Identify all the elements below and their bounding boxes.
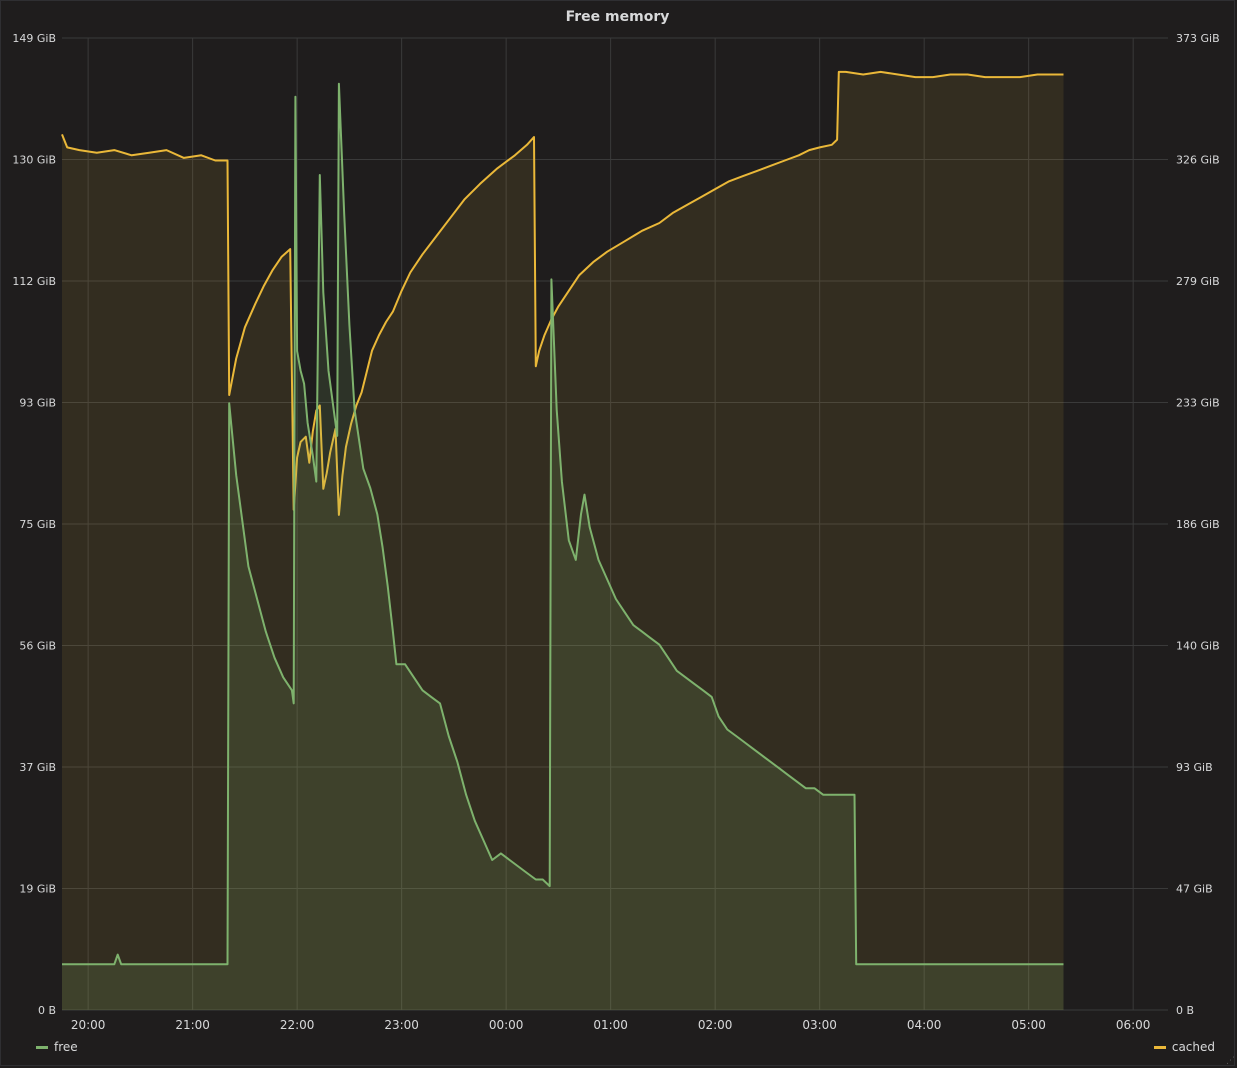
y-left-tick-label: 19 GiB — [19, 883, 56, 896]
legend-item-free[interactable]: free — [36, 1040, 78, 1054]
x-tick-label: 01:00 — [593, 1018, 628, 1032]
y-left-tick-label: 0 B — [38, 1004, 56, 1017]
legend-item-cached[interactable]: cached — [1153, 1040, 1215, 1054]
series-free-area — [62, 83, 1064, 1010]
x-tick-label: 05:00 — [1011, 1018, 1046, 1032]
y-left-tick-label: 112 GiB — [12, 275, 56, 288]
legend-swatch-free — [36, 1045, 48, 1049]
series-cached-area — [62, 71, 1064, 1010]
x-tick-label: 21:00 — [175, 1018, 210, 1032]
y-left-tick-label: 93 GiB — [19, 397, 56, 410]
y-right-tick-label: 326 GiB — [1176, 154, 1220, 167]
y-right-tick-label: 279 GiB — [1176, 275, 1220, 288]
y-right-tick-label: 373 GiB — [1176, 32, 1220, 45]
y-left-tick-label: 149 GiB — [12, 32, 56, 45]
y-right-tick-label: 233 GiB — [1176, 397, 1220, 410]
x-tick-label: 00:00 — [489, 1018, 524, 1032]
legend-label-free: free — [54, 1040, 78, 1054]
x-tick-label: 20:00 — [71, 1018, 106, 1032]
y-left-tick-label: 75 GiB — [19, 518, 56, 531]
x-tick-label: 22:00 — [280, 1018, 315, 1032]
y-left-tick-label: 37 GiB — [19, 761, 56, 774]
y-left-tick-label: 130 GiB — [12, 154, 56, 167]
legend-label-cached: cached — [1171, 1040, 1215, 1054]
panel-title[interactable]: Free memory — [565, 9, 670, 25]
series-cached-line — [61, 70, 1064, 516]
x-tick-label: 04:00 — [907, 1018, 942, 1032]
y-right-tick-label: 186 GiB — [1176, 518, 1220, 531]
x-tick-label: 03:00 — [802, 1018, 837, 1032]
y-right-tick-label: 47 GiB — [1176, 883, 1213, 896]
x-tick-label: 02:00 — [698, 1018, 733, 1032]
y-right-tick-label: 140 GiB — [1176, 640, 1220, 653]
y-left-tick-label: 56 GiB — [19, 640, 56, 653]
resize-handle-icon[interactable]: ⋰ — [1226, 1056, 1235, 1066]
x-tick-label: 23:00 — [384, 1018, 419, 1032]
x-tick-label: 06:00 — [1116, 1018, 1151, 1032]
y-right-tick-label: 93 GiB — [1176, 761, 1213, 774]
legend-swatch-cached — [1153, 1045, 1166, 1049]
series-free-line — [62, 82, 1064, 966]
y-right-tick-label: 0 B — [1176, 1004, 1194, 1017]
